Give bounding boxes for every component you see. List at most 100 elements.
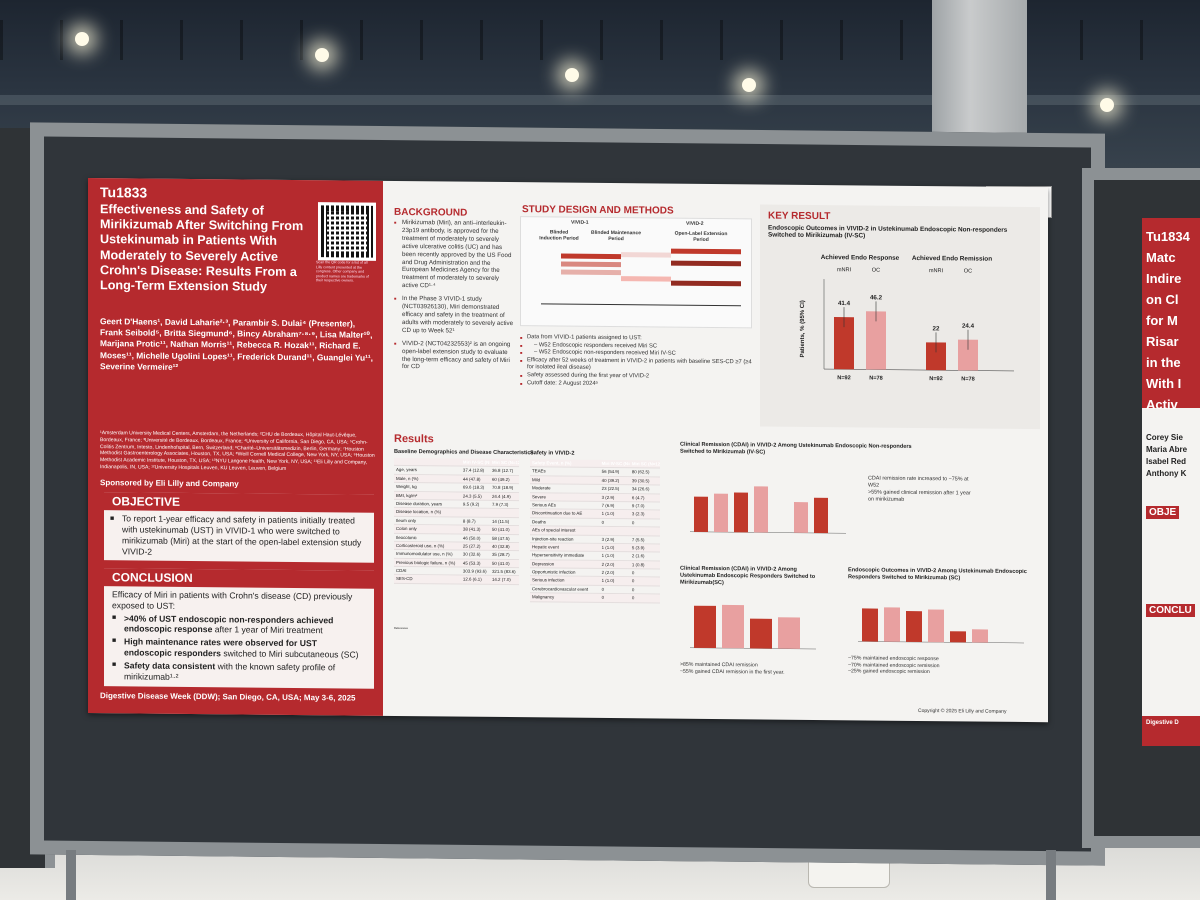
baseline-table-cell: 46 (50.0) — [462, 535, 481, 541]
chart-note: CDAI remission rate increased to ~75% at… — [868, 475, 969, 489]
safety-table-cell: 0 — [601, 519, 605, 525]
baseline-table-cell: 44 (47.8) — [462, 476, 481, 482]
poster-title: Effectiveness and Safety of Mirikizumab … — [100, 202, 304, 294]
safety-table-cell: 2 (2.0) — [601, 561, 615, 567]
arm-bar — [671, 248, 741, 255]
poster-code: Tu1833 — [100, 184, 148, 201]
category-label: OC — [872, 268, 880, 274]
safety-table-header-cell: Safety Event, n (%) — [532, 460, 572, 466]
safety-table-row: Malignancy 0 0 — [530, 593, 660, 604]
baseline-table-cell: Age, years — [396, 467, 417, 473]
baseline-table-cell: 24.4 (4.9) — [491, 493, 511, 499]
safety-table-cell: 39 (30.5) — [631, 478, 650, 484]
baseline-table-cell: 50 (41.0) — [491, 527, 510, 533]
bar-value-label: 41.4 — [838, 300, 851, 307]
n-label: N=92 — [929, 376, 943, 382]
arm-bar — [561, 269, 621, 276]
safety-table-cell: Depression — [532, 560, 555, 567]
conclusion-bullet: High maintenance rates were observed for… — [112, 636, 366, 660]
key-result-title: Endoscopic Outcomes in VIVID-2 in Usteki… — [768, 224, 1008, 240]
baseline-table-cell: 24.3 (5.5) — [462, 493, 482, 499]
safety-table-header-cell: Miri SC (N=128) — [631, 461, 661, 467]
copyright: Copyright © 2025 Eli Lilly and Company — [918, 707, 1007, 715]
safety-table-cell: 6 (4.7) — [631, 494, 645, 500]
baseline-table-cell: Disease location, n (%) — [396, 509, 442, 515]
neighbor-poster-title-block: Tu1834 Matc Indire on Cl for M Risar in … — [1142, 218, 1200, 412]
design-bullets: Data from VIVID-1 patients assigned to U… — [520, 334, 752, 389]
group-label: Achieved Endo Remission — [912, 255, 992, 263]
safety-table-cell: 0 — [631, 519, 635, 525]
baseline-table-cell: 58 (47.5) — [491, 535, 510, 541]
key-result-heading: KEY RESULT — [768, 210, 831, 223]
baseline-table-cell: 8 (8.7) — [462, 518, 476, 524]
baseline-table-cell: 25 (27.2) — [462, 543, 481, 549]
research-poster: Tu1833 Effectiveness and Safety of Mirik… — [88, 178, 1048, 723]
baseline-table-row: SES-CD 12.6 (6.1) 14.2 (7.0) — [394, 575, 519, 585]
safety-table-cell: 0 — [631, 595, 635, 601]
safety-table-cell: AEs of special interest — [532, 527, 576, 533]
poster-sponsor: Sponsored by Eli Lilly and Company — [100, 478, 239, 489]
safety-table-cell: 1 (1.0) — [601, 511, 615, 517]
conclusion-bullet: >40% of UST endoscopic non-responders ac… — [112, 613, 366, 637]
bar — [794, 502, 808, 533]
background-bullet: Mirikizumab (Miri), an anti–interleukin-… — [394, 219, 514, 291]
key-result-chart: Patients, % (95% CI) Achieved Endo Respon… — [800, 254, 1014, 383]
baseline-table-cell: 45 (53.3) — [462, 560, 481, 566]
objective-box: OBJECTIVE To report 1-year efficacy and … — [104, 492, 374, 563]
n-label: N=78 — [961, 376, 975, 382]
board-leg — [1046, 850, 1056, 900]
baseline-table-cell: 37.4 (12.8) — [462, 467, 485, 474]
baseline-table-cell: 14.2 (7.0) — [491, 577, 511, 583]
safety-table-cell: Mild — [532, 477, 541, 483]
baseline-table-cell: Ileocolonic — [396, 534, 417, 540]
bar — [714, 493, 728, 533]
bar — [734, 492, 748, 533]
safety-table-cell: Opportunistic infection — [532, 569, 576, 575]
neighbor-poster-conclusion: CONCLU — [1146, 604, 1195, 617]
safety-table-cell: 0 — [601, 586, 605, 592]
safety-table-cell: Moderate — [532, 485, 551, 491]
baseline-table-cell: BMI, kg/m² — [396, 492, 418, 498]
safety-table-cell: Serious AEs — [532, 502, 556, 508]
baseline-table-header-cell: Miri SC (N=122) — [491, 459, 519, 466]
bar — [950, 631, 966, 643]
baseline-table-cell — [490, 509, 519, 517]
safety-table-cell: Deaths — [532, 518, 546, 525]
ceiling-beam — [0, 95, 1200, 105]
group-label: Achieved Endo Response — [821, 254, 900, 262]
safety-table-cell: 0 — [601, 595, 605, 601]
baseline-table-cell: Corticosteroid use, n (%) — [396, 542, 445, 549]
safety-table-cell: 2 (2.0) — [601, 570, 615, 576]
safety-table-cell: Cerebrocardiovascular event — [532, 586, 589, 592]
safety-table-cell: Serious infection — [532, 577, 565, 584]
safety-table-cell: 7 (5.5) — [631, 536, 645, 542]
vivid1-label: VIVID-1 — [571, 219, 589, 226]
poster-title-block: Tu1833 Effectiveness and Safety of Mirik… — [100, 184, 315, 295]
bar — [906, 611, 922, 643]
arm-bar — [671, 280, 741, 287]
baseline-table-cell: Disease duration, years — [396, 500, 443, 507]
safety-table-cell: 7 (6.9) — [601, 502, 615, 509]
endo-resp-notes: ~75% maintained endoscopic response ~70%… — [848, 655, 1008, 676]
bar — [958, 339, 978, 371]
endo-resp-chart — [858, 607, 1024, 644]
safety-table-cell: 0 — [631, 570, 635, 576]
safety-table-header-cell: Miri IV-SC (N=102) — [601, 460, 630, 467]
bar-value-label: 22 — [933, 325, 940, 332]
baseline-table-cell: 7.9 (7.3) — [491, 501, 509, 507]
safety-table-cell: Injection-site reaction — [532, 535, 574, 542]
baseline-table-cell: 303.9 (93.6) — [462, 568, 487, 574]
safety-table-title: Safety in VIVID-2 — [530, 450, 575, 457]
arm-bar — [621, 252, 671, 258]
background-bullets: Mirikizumab (Miri), an anti–interleukin-… — [394, 219, 514, 377]
bar — [722, 604, 744, 649]
bar — [928, 609, 944, 643]
safety-table-cell: 34 (26.6) — [631, 486, 650, 492]
cdai-nonresp-notes: CDAI remission rate increased to ~75% at… — [868, 475, 978, 504]
baseline-table-cell: 9.5 (9.2) — [462, 501, 480, 507]
baseline-table-cell: Male, n (%) — [396, 475, 419, 481]
vivid2-label: VIVID-2 — [686, 220, 704, 227]
safety-table-cell — [630, 527, 660, 535]
baseline-table-cell: 35 (28.7) — [491, 552, 510, 558]
bar — [834, 316, 854, 370]
